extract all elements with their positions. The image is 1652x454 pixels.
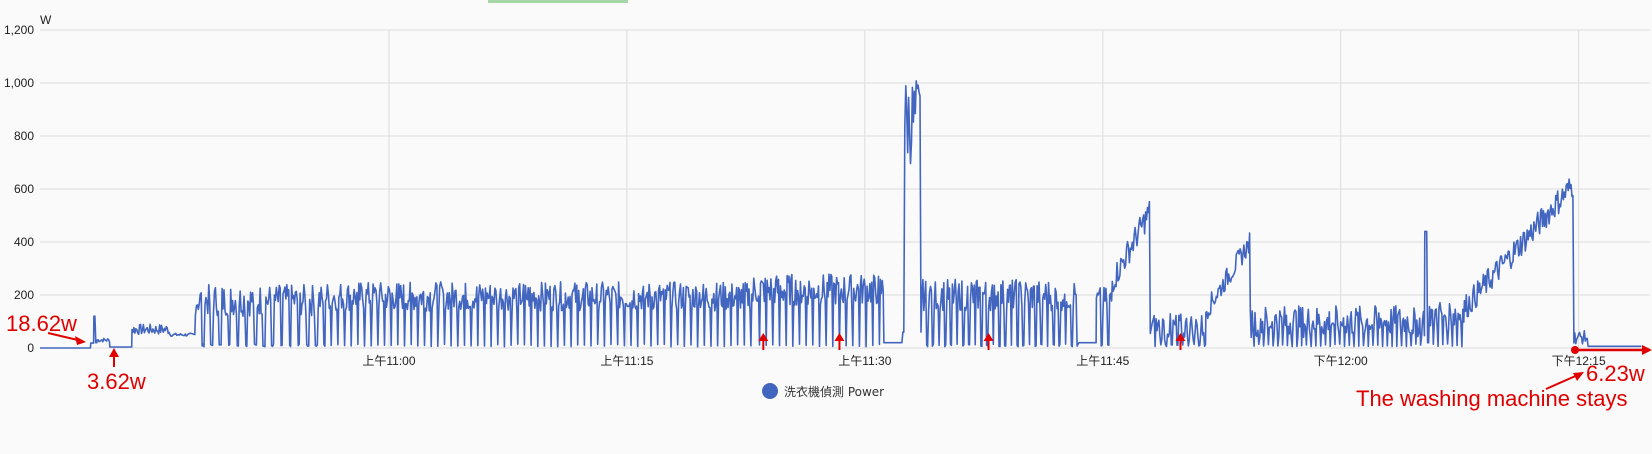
x-tick-label: 上午11:15 — [600, 354, 653, 368]
phase-arrowhead — [834, 333, 845, 341]
x-tick-label: 上午11:30 — [838, 354, 891, 368]
annotation-arrowhead-6-23w — [1573, 372, 1584, 381]
x-tick-label: 下午12:15 — [1552, 354, 1606, 368]
legend[interactable]: 洗衣機偵測 Power — [762, 383, 884, 399]
annotation-arrow-6-62w — [1545, 373, 1581, 390]
x-tick-label: 下午12:00 — [1314, 354, 1368, 368]
annotation-note: The washing machine stays — [1356, 386, 1627, 411]
annotation-3-62w: 3.62w — [87, 369, 146, 394]
annotations: 18.62w 3.62w 6.23w The washing machine s… — [6, 311, 1652, 411]
y-tick-label: 0 — [27, 341, 34, 355]
legend-marker — [762, 383, 778, 399]
x-axis: 上午11:00 上午11:15 上午11:30 上午11:45 下午12:00 下午12:… — [362, 354, 1606, 368]
top-accent-bar — [488, 0, 628, 3]
series-line-power — [40, 80, 1642, 349]
y-tick-label: 200 — [14, 288, 34, 302]
annotation-arrowhead-18-62w — [75, 336, 86, 345]
x-tick-label: 上午11:00 — [362, 354, 415, 368]
phase-arrowhead — [758, 333, 769, 341]
annotation-range-arrowhead — [1642, 345, 1652, 355]
annotation-arrowhead-3-62w — [109, 348, 119, 357]
y-tick-label: 1,200 — [4, 23, 34, 37]
y-tick-label: 800 — [14, 129, 34, 143]
phase-arrowhead — [1175, 333, 1186, 341]
y-axis: 0 200 400 600 800 1,000 1,200 — [4, 23, 34, 355]
x-tick-label: 上午11:45 — [1076, 354, 1129, 368]
y-tick-label: 400 — [14, 235, 34, 249]
y-axis-unit-label: W — [40, 13, 52, 27]
phase-arrowhead — [983, 333, 994, 341]
annotation-6-23w: 6.23w — [1586, 361, 1645, 386]
y-tick-label: 600 — [14, 182, 34, 196]
legend-label: 洗衣機偵測 Power — [784, 384, 884, 399]
y-tick-label: 1,000 — [4, 76, 34, 90]
phase-arrows — [758, 333, 1186, 350]
annotation-18-62w: 18.62w — [6, 311, 77, 336]
